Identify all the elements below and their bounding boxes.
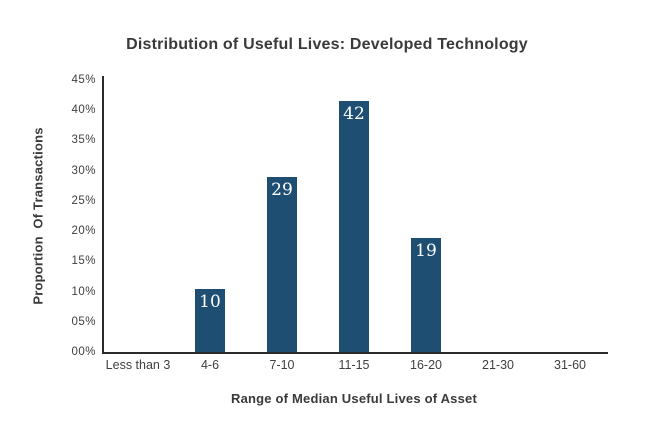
axis-lines	[102, 76, 608, 354]
bar-slot-11-15: 42	[318, 80, 390, 352]
x-tick-label: 4-6	[200, 358, 220, 372]
bar-value-label: 19	[415, 241, 437, 262]
bar-11-15: 42	[339, 101, 369, 352]
x-tick-label: Less than 3	[105, 358, 171, 372]
bar-7-10: 29	[267, 176, 297, 352]
bar-slot-7-10: 29	[246, 80, 318, 352]
bar-slot-less-than-3	[102, 80, 174, 352]
bar-slot-16-20: 19	[390, 80, 462, 352]
y-axis-tick-labels: 00% 05% 10% 15% 20% 25% 30% 35% 40% 45%	[0, 0, 96, 423]
bar-value-label: 29	[271, 179, 293, 200]
y-tick-label: 35%	[71, 134, 96, 147]
y-tick-label: 10%	[71, 285, 96, 298]
x-tick-label: 31-60	[554, 358, 586, 372]
y-tick-label: 45%	[71, 74, 96, 86]
y-tick-label: 15%	[71, 255, 96, 268]
bar-slot-31-60	[534, 80, 606, 352]
bar-value-label: 10	[199, 291, 221, 312]
bar-value-label: 42	[343, 104, 365, 125]
y-tick-label: 40%	[71, 104, 96, 117]
plot-area: 10 29 42 19	[102, 80, 606, 352]
bar-slot-21-30	[462, 80, 534, 352]
y-tick-label: 30%	[71, 164, 96, 177]
x-tick-label: 21-30	[482, 358, 514, 372]
x-axis-title: Range of Median Useful Lives of Asset	[230, 391, 478, 406]
y-tick-label: 00%	[71, 346, 96, 358]
bar-16-20: 19	[411, 238, 441, 352]
x-tick-label: 16-20	[410, 358, 442, 372]
x-axis-tick-labels: Less than 3 4-6 7-10 11-15 16-20 21-30 31-60	[102, 358, 606, 374]
y-tick-label: 20%	[71, 225, 96, 238]
y-tick-label: 25%	[71, 194, 96, 207]
bar-slot-4-6: 10	[174, 80, 246, 352]
x-tick-label: 7-10	[269, 358, 295, 372]
chart-title: Distribution of Useful Lives: Developed …	[126, 36, 528, 53]
bar-4-6: 10	[195, 288, 225, 352]
x-tick-label: 11-15	[338, 358, 370, 372]
y-tick-label: 05%	[71, 315, 96, 328]
